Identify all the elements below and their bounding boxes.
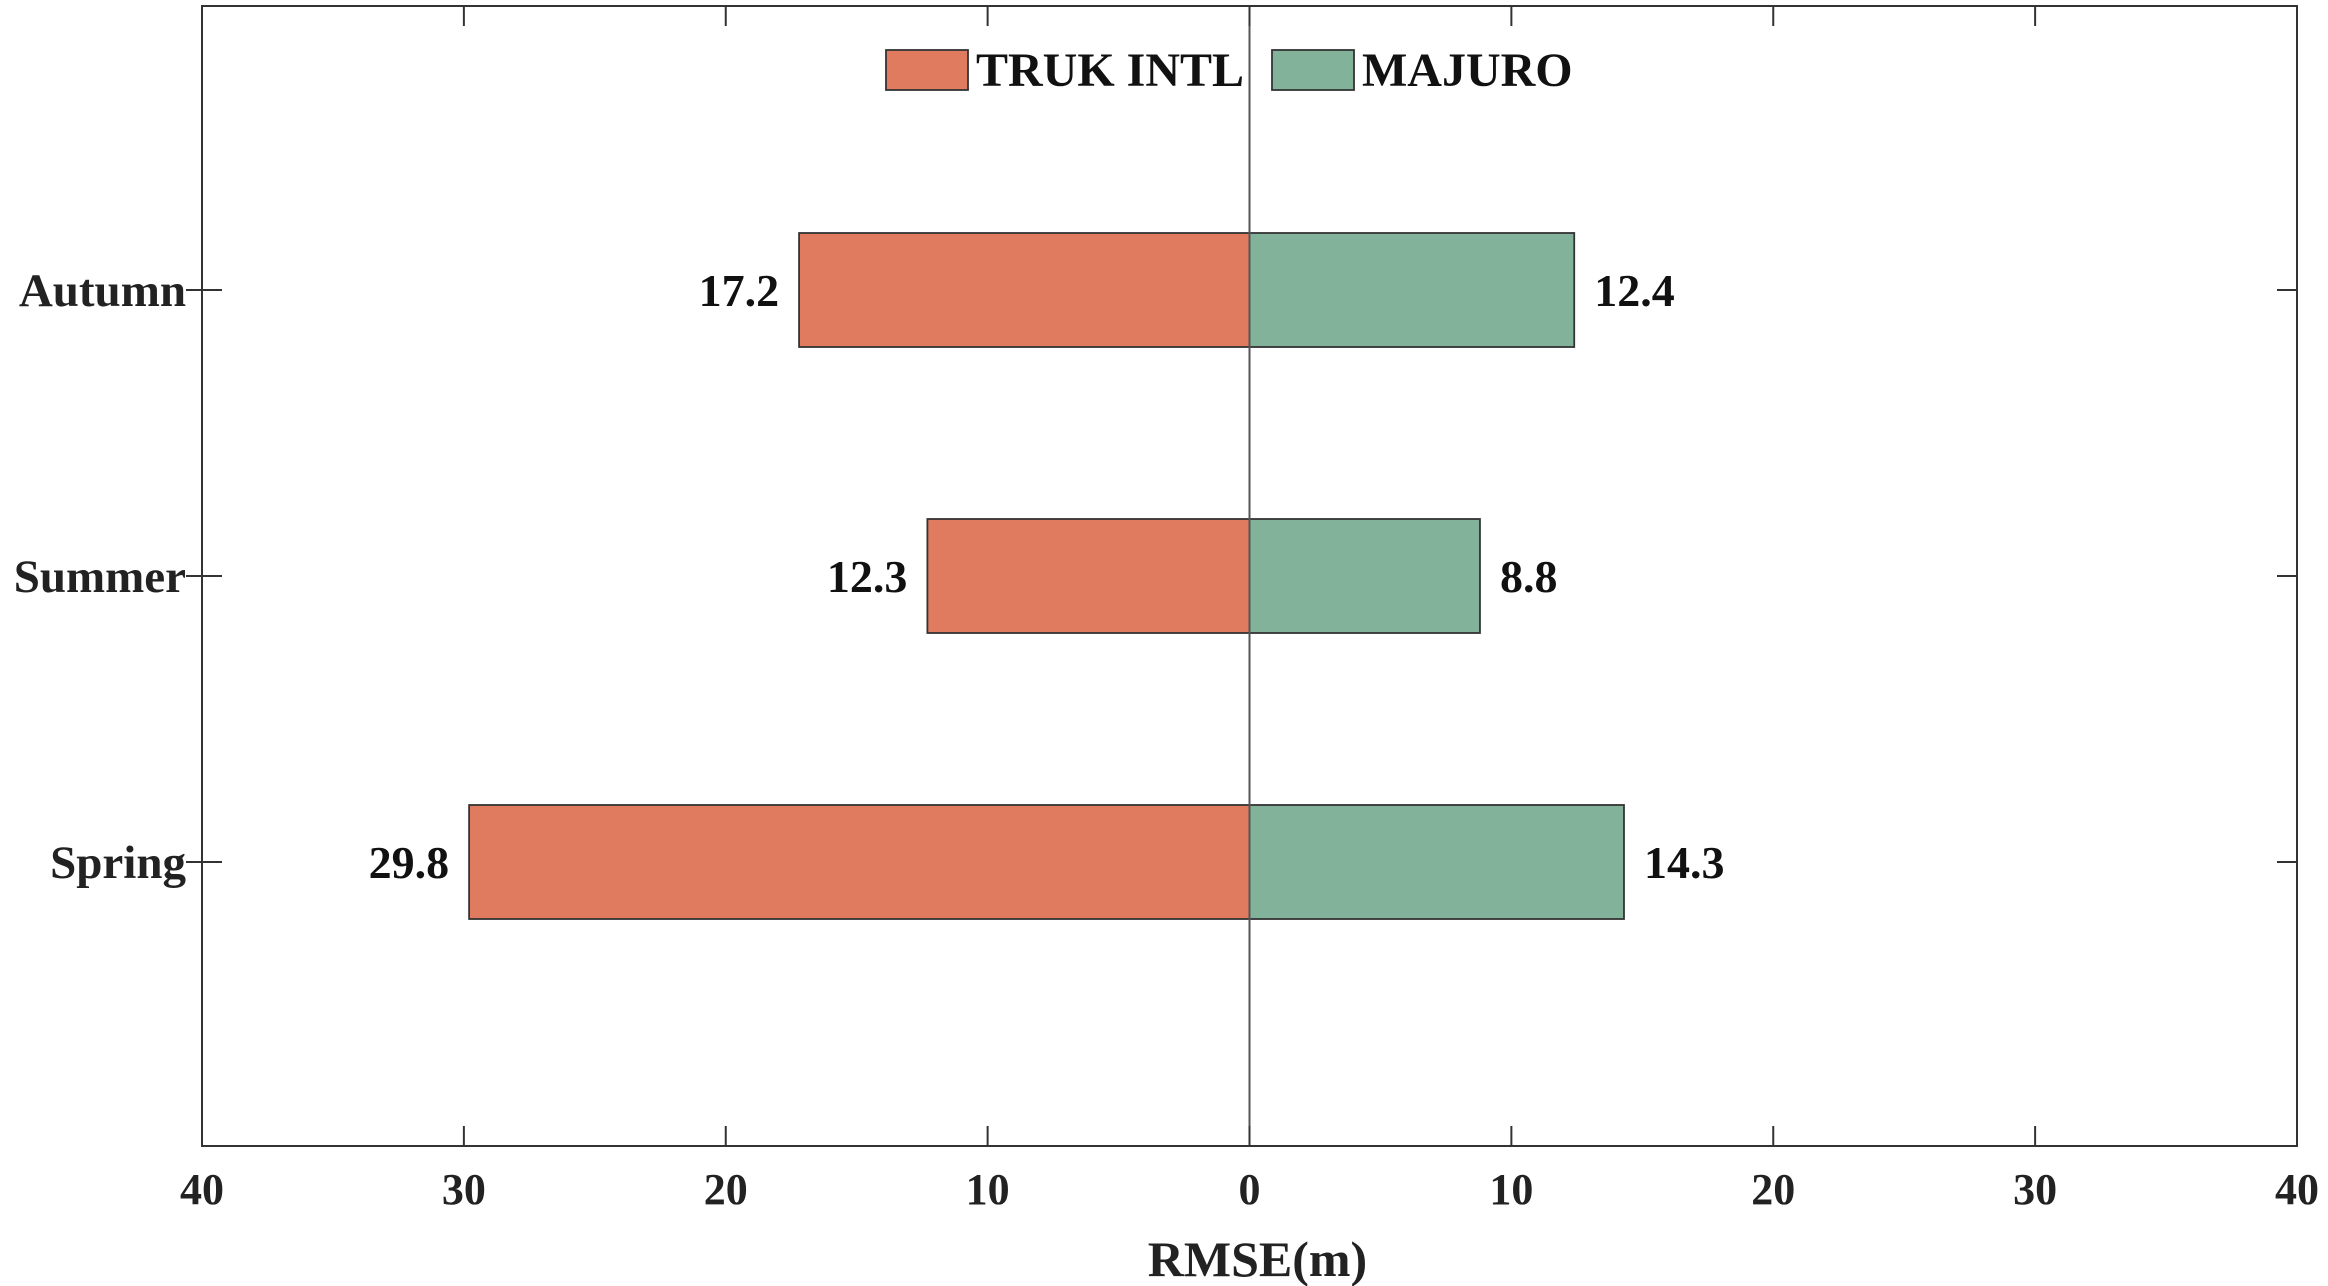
- x-tick-label-1: 30: [442, 1165, 486, 1214]
- bar-spring-majuro: [1248, 804, 1625, 920]
- bar-autumn-truk-intl: [798, 232, 1251, 348]
- x-tick-label-4: 0: [1239, 1165, 1261, 1214]
- x-tick-label-2: 20: [704, 1165, 748, 1214]
- category-label-spring: Spring: [50, 837, 186, 889]
- x-tick-label-8: 40: [2275, 1165, 2319, 1214]
- category-label-autumn: Autumn: [19, 265, 186, 317]
- x-tick-label-5: 10: [1489, 1165, 1533, 1214]
- bar-autumn-majuro: [1248, 232, 1576, 348]
- data-label-spring-truk-intl: 29.8: [369, 837, 450, 888]
- data-label-autumn-majuro: 12.4: [1594, 265, 1675, 316]
- legend-swatch-truk-intl: [885, 49, 969, 91]
- x-tick-label-6: 20: [1751, 1165, 1795, 1214]
- legend-label-majuro: MAJURO: [1362, 44, 1573, 97]
- legend-swatch-majuro: [1271, 49, 1355, 91]
- category-label-summer: Summer: [14, 551, 186, 603]
- data-label-autumn-truk-intl: 17.2: [699, 265, 780, 316]
- x-tick-label-0: 40: [180, 1165, 224, 1214]
- bar-summer-truk-intl: [926, 518, 1251, 634]
- legend-label-truk-intl: TRUK INTL: [976, 44, 1244, 97]
- data-label-summer-majuro: 8.8: [1500, 551, 1558, 602]
- x-tick-label-7: 30: [2013, 1165, 2057, 1214]
- data-label-summer-truk-intl: 12.3: [827, 551, 908, 602]
- bar-summer-majuro: [1248, 518, 1481, 634]
- x-axis-title: RMSE(m): [1148, 1231, 1367, 1286]
- x-tick-label-3: 10: [966, 1165, 1010, 1214]
- bar-spring-truk-intl: [468, 804, 1251, 920]
- data-label-spring-majuro: 14.3: [1644, 837, 1725, 888]
